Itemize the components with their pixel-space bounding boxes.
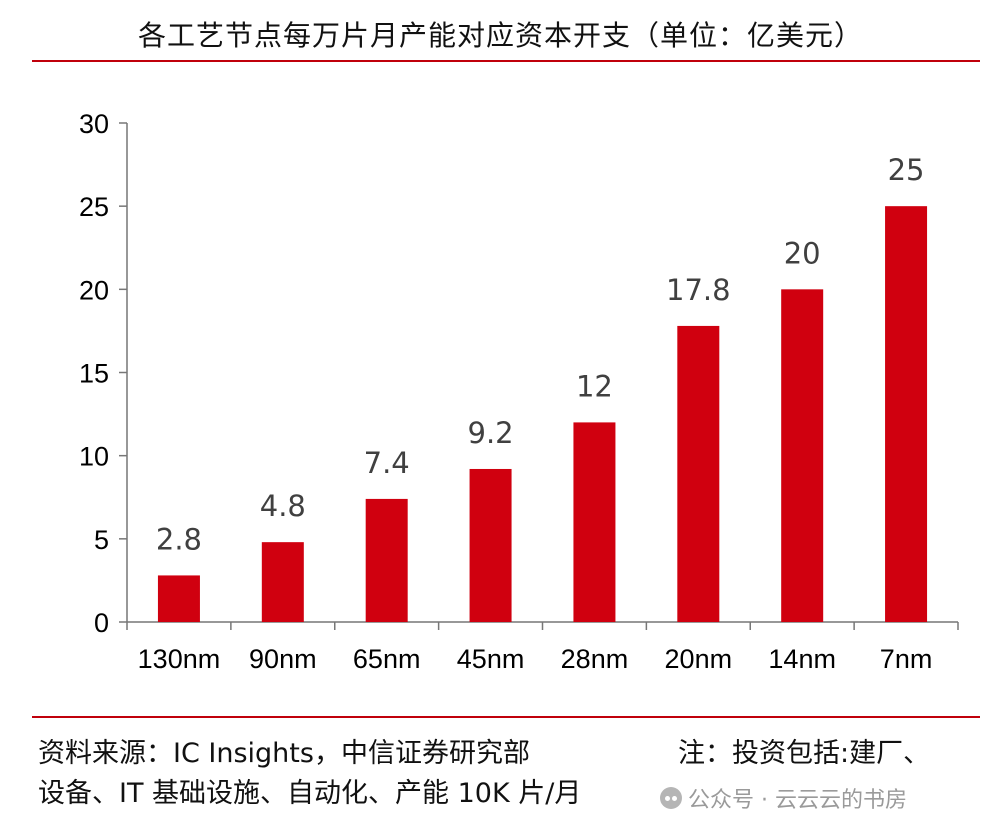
data-label: 9.2 xyxy=(468,416,514,450)
data-label: 4.8 xyxy=(260,489,306,523)
wechat-icon xyxy=(660,787,682,809)
bottom-divider xyxy=(32,716,980,718)
x-tick-label: 65nm xyxy=(353,644,421,674)
data-label: 20 xyxy=(784,236,821,270)
bar xyxy=(781,289,824,622)
x-tick-label: 14nm xyxy=(768,644,836,674)
data-label: 12 xyxy=(576,369,613,403)
bar xyxy=(261,542,304,622)
bar xyxy=(365,498,408,622)
watermark-text: 公众号 · 云云云的书房 xyxy=(688,788,907,813)
bar xyxy=(157,575,200,622)
bar xyxy=(885,206,928,622)
bar xyxy=(573,422,616,622)
bar xyxy=(677,325,720,622)
y-tick-label: 15 xyxy=(79,359,109,389)
source-notes: 资料来源：IC Insights，中信证券研究部 注：投资包括:建厂、 设备、I… xyxy=(38,734,978,809)
y-tick-label: 5 xyxy=(94,525,109,555)
note-text-continued: 设备、IT 基础设施、自动化、产能 10K 片/月 xyxy=(38,778,582,809)
x-tick-label: 28nm xyxy=(561,644,629,674)
watermark: 公众号 · 云云云的书房 xyxy=(660,782,907,814)
x-tick-label: 7nm xyxy=(880,644,933,674)
bar xyxy=(469,468,512,622)
top-divider xyxy=(32,60,980,62)
y-tick-label: 20 xyxy=(79,275,109,305)
y-tick-label: 25 xyxy=(79,192,109,222)
data-label: 7.4 xyxy=(364,446,410,480)
source-text: 资料来源：IC Insights，中信证券研究部 xyxy=(38,738,530,769)
x-tick-label: 45nm xyxy=(457,644,525,674)
data-label: 2.8 xyxy=(156,522,202,556)
note-text: 注：投资包括:建厂、 xyxy=(678,738,931,769)
y-tick-label: 30 xyxy=(79,109,109,139)
chart-title: 各工艺节点每万片月产能对应资本开支（单位：亿美元） xyxy=(137,19,863,52)
data-label: 25 xyxy=(888,153,925,187)
y-tick-label: 0 xyxy=(94,608,109,638)
x-tick-label: 130nm xyxy=(138,644,221,674)
y-tick-label: 10 xyxy=(79,442,109,472)
x-tick-label: 90nm xyxy=(249,644,317,674)
bar-chart: 0 5 10 15 20 25 30 2.8 130nm 4.8 90nm 7.4 65nm 9.2 45n… xyxy=(79,109,959,674)
x-tick-label: 20nm xyxy=(665,644,733,674)
data-label: 17.8 xyxy=(666,273,731,307)
